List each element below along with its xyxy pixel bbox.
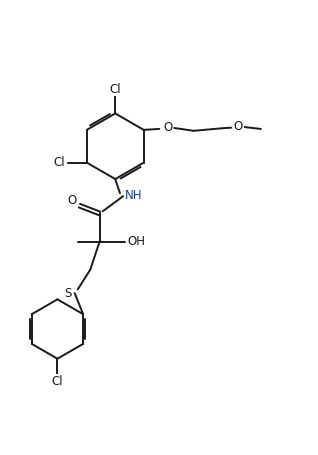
Text: S: S: [64, 287, 72, 299]
Text: NH: NH: [125, 189, 142, 202]
Text: Cl: Cl: [109, 83, 121, 96]
Text: Cl: Cl: [53, 156, 65, 169]
Text: OH: OH: [127, 235, 145, 248]
Text: O: O: [68, 194, 77, 207]
Text: Cl: Cl: [52, 375, 63, 388]
Text: O: O: [234, 120, 243, 133]
Text: O: O: [163, 121, 173, 134]
